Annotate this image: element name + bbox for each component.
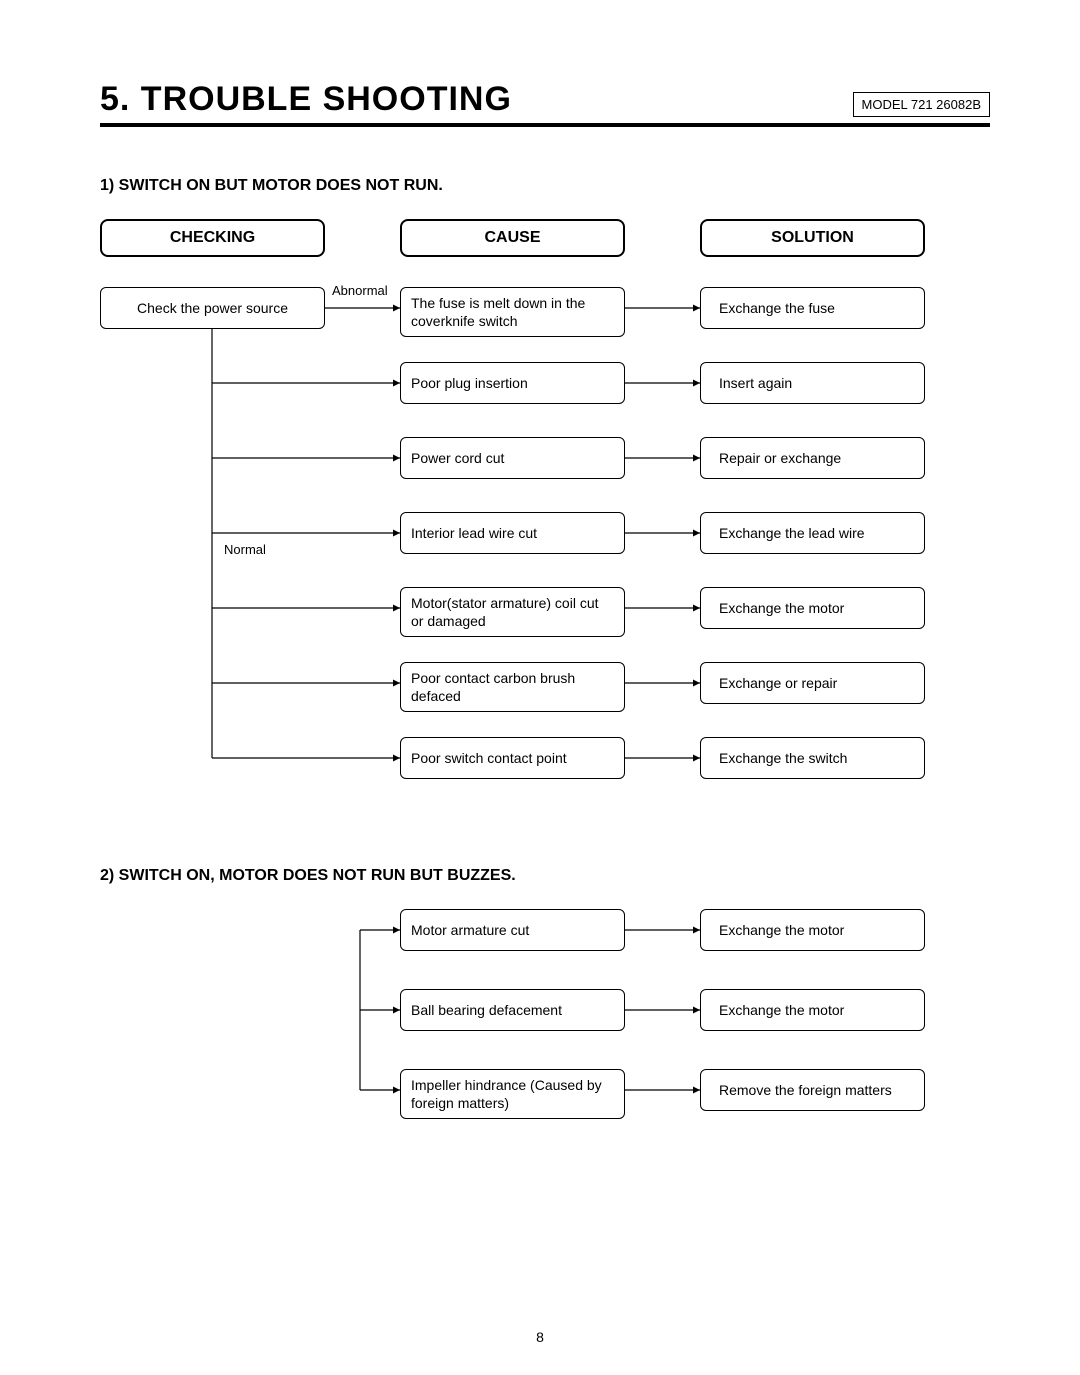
cause-node: Impeller hindrance (Caused by foreign ma…	[400, 1069, 625, 1119]
solution-node: Remove the foreign matters	[700, 1069, 925, 1111]
check-node: Check the power source	[100, 287, 325, 329]
cause-node: Power cord cut	[400, 437, 625, 479]
solution-node: Exchange the switch	[700, 737, 925, 779]
header-cause: CAUSE	[400, 219, 625, 257]
header-solution: SOLUTION	[700, 219, 925, 257]
model-box: MODEL 721 26082B	[853, 92, 990, 117]
section1-subtitle: 1) SWITCH ON BUT MOTOR DOES NOT RUN.	[100, 177, 990, 195]
solution-node: Exchange the motor	[700, 989, 925, 1031]
cause-node: Poor switch contact point	[400, 737, 625, 779]
solution-node: Exchange the motor	[700, 909, 925, 951]
column-headers: CHECKING CAUSE SOLUTION	[100, 219, 990, 257]
solution-node: Exchange or repair	[700, 662, 925, 704]
cause-node: Poor contact carbon brush defaced	[400, 662, 625, 712]
solution-node: Exchange the fuse	[700, 287, 925, 329]
header-row: 5. TROUBLE SHOOTING MODEL 721 26082B	[100, 80, 990, 127]
solution-node: Exchange the lead wire	[700, 512, 925, 554]
page-number: 8	[0, 1329, 1080, 1345]
flowchart-section1: Check the power sourceAbnormalNormalThe …	[100, 287, 990, 807]
section2-subtitle: 2) SWITCH ON, MOTOR DOES NOT RUN BUT BUZ…	[100, 867, 990, 885]
label-abnormal: Abnormal	[332, 283, 388, 298]
flowchart-section2: Motor armature cut Exchange the motor Ball…	[100, 909, 990, 1169]
cause-node: Interior lead wire cut	[400, 512, 625, 554]
cause-node: Motor(stator armature) coil cut or damag…	[400, 587, 625, 637]
solution-node: Repair or exchange	[700, 437, 925, 479]
cause-node: Ball bearing defacement	[400, 989, 625, 1031]
page: 5. TROUBLE SHOOTING MODEL 721 26082B 1) …	[0, 0, 1080, 1375]
cause-node: The fuse is melt down in the coverknife …	[400, 287, 625, 337]
cause-node: Poor plug insertion	[400, 362, 625, 404]
cause-node: Motor armature cut	[400, 909, 625, 951]
solution-node: Exchange the motor	[700, 587, 925, 629]
header-checking: CHECKING	[100, 219, 325, 257]
page-title: 5. TROUBLE SHOOTING	[100, 80, 512, 119]
label-normal: Normal	[224, 542, 266, 557]
solution-node: Insert again	[700, 362, 925, 404]
